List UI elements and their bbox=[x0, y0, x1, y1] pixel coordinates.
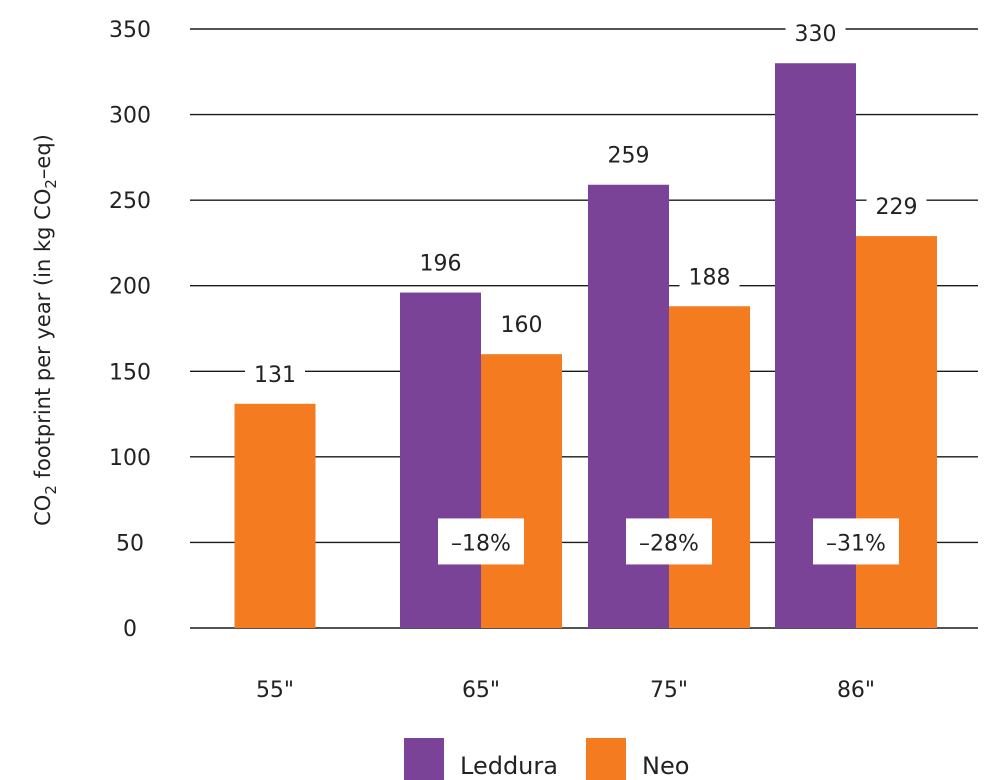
value-label-neo: 160 bbox=[501, 313, 543, 338]
value-label-background bbox=[866, 188, 927, 223]
legend: Leddura Neo bbox=[404, 738, 689, 780]
value-label-neo: 131 bbox=[254, 363, 296, 388]
value-label-background bbox=[410, 244, 471, 279]
value-label-background bbox=[245, 355, 305, 390]
value-label-background bbox=[491, 306, 552, 341]
x-category-label: 55" bbox=[256, 678, 294, 703]
y-tick-label: 150 bbox=[109, 360, 151, 385]
value-label-background bbox=[598, 136, 659, 171]
reduction-box bbox=[626, 518, 712, 565]
bar-neo-0 bbox=[234, 403, 316, 628]
x-category-label: 86" bbox=[837, 678, 875, 703]
reduction-box bbox=[813, 518, 899, 565]
gridlines bbox=[190, 28, 978, 629]
bar-neo-1 bbox=[481, 354, 562, 628]
bars bbox=[234, 63, 937, 629]
legend-label-leddura: Leddura bbox=[460, 752, 558, 780]
x-category-label: 65" bbox=[462, 678, 500, 703]
reduction-label: –31% bbox=[826, 531, 886, 556]
value-label-neo: 229 bbox=[876, 195, 918, 220]
legend-swatch-neo bbox=[586, 738, 626, 780]
value-label-neo: 188 bbox=[689, 265, 731, 290]
value-label-leddura: 259 bbox=[608, 144, 650, 169]
reduction-box bbox=[438, 518, 524, 565]
y-axis-ticks: 0 50 100 150 200 250 300 350 bbox=[109, 18, 151, 642]
y-axis-label: CO2 footprint per year (in kg CO2–eq) bbox=[31, 134, 60, 526]
y-tick-label: 350 bbox=[109, 18, 151, 43]
x-axis-categories: 55" 65" 75" 86" bbox=[256, 678, 875, 703]
legend-swatch-leddura bbox=[404, 738, 444, 780]
y-tick-label: 0 bbox=[123, 617, 137, 642]
value-labels: 131 196 160 259 188 330 229 bbox=[245, 15, 927, 390]
reduction-label: –18% bbox=[451, 531, 511, 556]
bar-neo-2 bbox=[669, 306, 750, 628]
x-category-label: 75" bbox=[650, 678, 688, 703]
value-label-background bbox=[785, 15, 846, 50]
value-label-leddura: 330 bbox=[795, 22, 837, 47]
legend-label-neo: Neo bbox=[642, 752, 689, 780]
y-tick-label: 50 bbox=[116, 531, 144, 556]
y-tick-label: 200 bbox=[109, 275, 151, 300]
annotations: –18% –28% –31% bbox=[438, 518, 899, 565]
y-tick-label: 250 bbox=[109, 189, 151, 214]
value-label-leddura: 196 bbox=[420, 252, 462, 277]
value-label-background bbox=[679, 258, 740, 293]
y-tick-label: 100 bbox=[109, 446, 151, 471]
bar-neo-3 bbox=[856, 236, 937, 628]
y-tick-label: 300 bbox=[109, 104, 151, 129]
reduction-label: –28% bbox=[639, 531, 699, 556]
bar-leddura-1 bbox=[400, 292, 481, 628]
